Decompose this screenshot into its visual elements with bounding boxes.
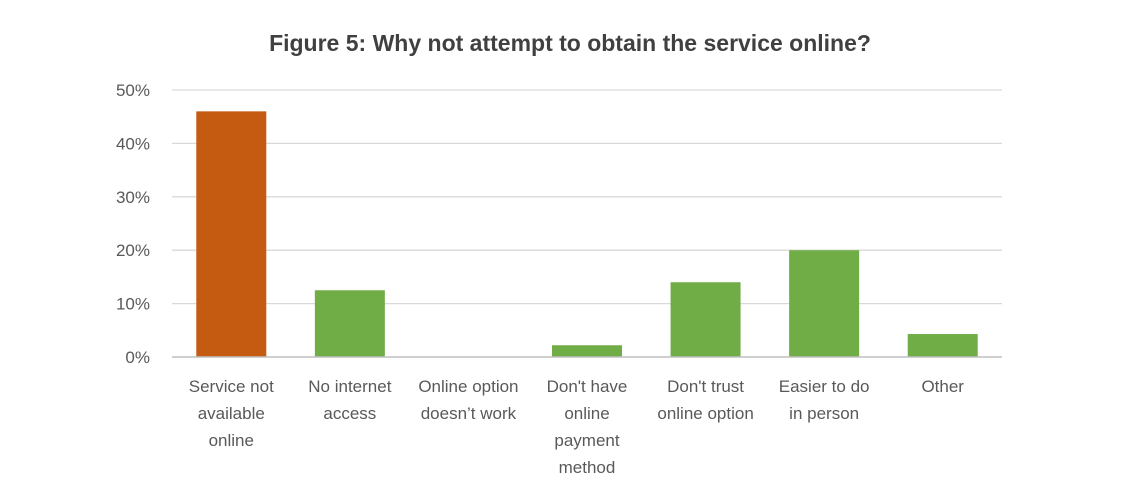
chart-title: Figure 5: Why not attempt to obtain the …: [269, 30, 871, 56]
bar: [907, 334, 978, 357]
bar: [552, 345, 622, 357]
x-axis-labels: Service not available online No internet acc…: [189, 377, 965, 477]
x-tick-label: Don't trust online option: [657, 377, 753, 423]
y-tick-label: 30%: [116, 188, 150, 207]
x-tick-label: Easier to do in person: [779, 377, 870, 423]
x-tick-label: Service not available online: [189, 377, 274, 450]
x-tick-label: Other: [921, 377, 964, 396]
x-tick-label: Don't have online payment method: [547, 377, 628, 477]
y-tick-label: 50%: [116, 81, 150, 100]
x-tick-label: No internet access: [308, 377, 391, 423]
x-tick-label: Online option doesn’t work: [418, 377, 518, 423]
bar: [314, 290, 385, 357]
y-tick-label: 40%: [116, 134, 150, 153]
gridlines: [172, 89, 1002, 305]
bars: [196, 111, 978, 357]
bar: [670, 282, 741, 357]
y-tick-label: 0%: [125, 348, 150, 367]
bar: [789, 250, 860, 357]
bar: [196, 111, 267, 357]
y-tick-label: 20%: [116, 241, 150, 260]
y-tick-label: 10%: [116, 295, 150, 314]
y-axis-ticks: 0% 10% 20% 30% 40% 50%: [116, 81, 150, 367]
